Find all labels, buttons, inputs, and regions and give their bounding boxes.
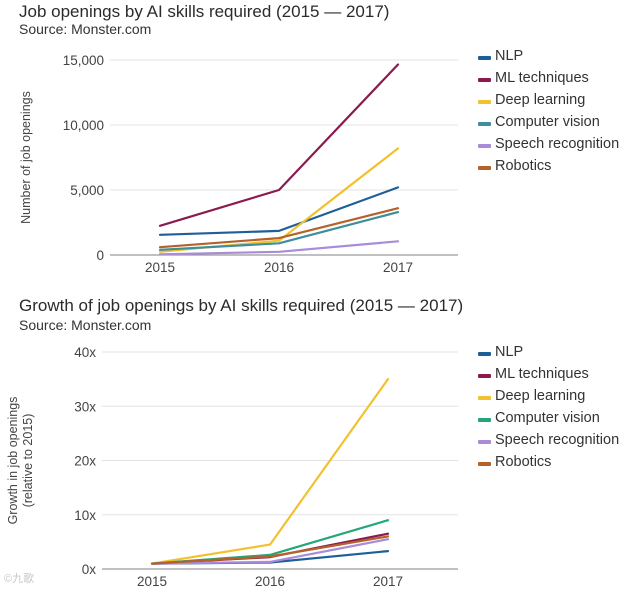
legend-label: Computer vision	[495, 114, 600, 130]
x-tick-label: 2017	[383, 260, 413, 275]
legend-label: ML techniques	[495, 366, 589, 382]
y-tick-label: 5,000	[70, 183, 104, 198]
legend-label: NLP	[495, 344, 524, 360]
legend-swatch	[478, 166, 491, 170]
chart-source: Source: Monster.com	[19, 21, 152, 37]
legend-label: Speech recognition	[495, 136, 620, 152]
chart-title: Growth of job openings by AI skills requ…	[19, 296, 464, 315]
legend-swatch	[478, 440, 491, 444]
series-line-deep-learning	[150, 377, 390, 565]
legend-swatch	[478, 418, 491, 422]
y-tick-label: 10,000	[63, 118, 104, 133]
y-axis-label: (relative to 2015)	[21, 414, 35, 508]
y-axis-label: Number of job openings	[19, 91, 33, 224]
series-line-nlp	[158, 186, 400, 236]
y-tick-label: 40x	[74, 345, 96, 360]
legend-label: Deep learning	[495, 388, 586, 404]
y-tick-label: 15,000	[63, 53, 104, 68]
legend-label: Computer vision	[495, 410, 600, 426]
legend-label: Deep learning	[495, 92, 586, 108]
growth-plot: 0x 10x 20x 30x 40x 2015 2016 2017 Growth in job …	[6, 345, 458, 589]
y-tick-label: 20x	[74, 454, 96, 469]
x-tick-label: 2015	[145, 260, 175, 275]
legend-label: Speech recognition	[495, 432, 620, 448]
legend-label: NLP	[495, 48, 524, 64]
job-openings-chart: Job openings by AI skills required (2015…	[0, 0, 643, 292]
series-line-speech-recognition	[158, 240, 400, 256]
series-line-computer-vision	[158, 211, 400, 251]
y-tick-label: 10x	[74, 508, 96, 523]
y-tick-label: 30x	[74, 399, 96, 414]
legend-swatch	[478, 122, 491, 126]
series-line-ml-techniques	[158, 63, 400, 227]
legend-swatch	[478, 100, 491, 104]
series-line-speech-recognition	[150, 538, 390, 565]
series-line-ml-techniques	[150, 532, 390, 565]
series-line-robotics	[158, 207, 400, 249]
x-tick-label: 2016	[264, 260, 294, 275]
x-tick-label: 2016	[255, 574, 285, 589]
legend-label: Robotics	[495, 158, 552, 174]
x-tick-label: 2017	[373, 574, 403, 589]
watermark: ©九歌	[4, 573, 35, 585]
legend-swatch	[478, 56, 491, 60]
chart-title: Job openings by AI skills required (2015…	[19, 2, 390, 21]
legend-label: ML techniques	[495, 70, 589, 86]
legend-swatch	[478, 396, 491, 400]
legend-swatch	[478, 352, 491, 356]
series-line-robotics	[150, 535, 390, 565]
y-axis-label: Growth in job openings	[6, 397, 20, 525]
legend-swatch	[478, 78, 491, 82]
y-tick-label: 0x	[82, 562, 97, 577]
y-tick-label: 0	[96, 248, 104, 263]
x-tick-label: 2015	[137, 574, 167, 589]
chart-source: Source: Monster.com	[19, 317, 152, 333]
job-openings-plot: 0 5,000 10,000 15,000 2015 2016 2017 Number of …	[19, 53, 458, 275]
legend-swatch	[478, 462, 491, 466]
legend-label: Robotics	[495, 454, 552, 470]
growth-chart: Growth of job openings by AI skills requ…	[0, 292, 643, 594]
legend-swatch	[478, 374, 491, 378]
legend-swatch	[478, 144, 491, 148]
